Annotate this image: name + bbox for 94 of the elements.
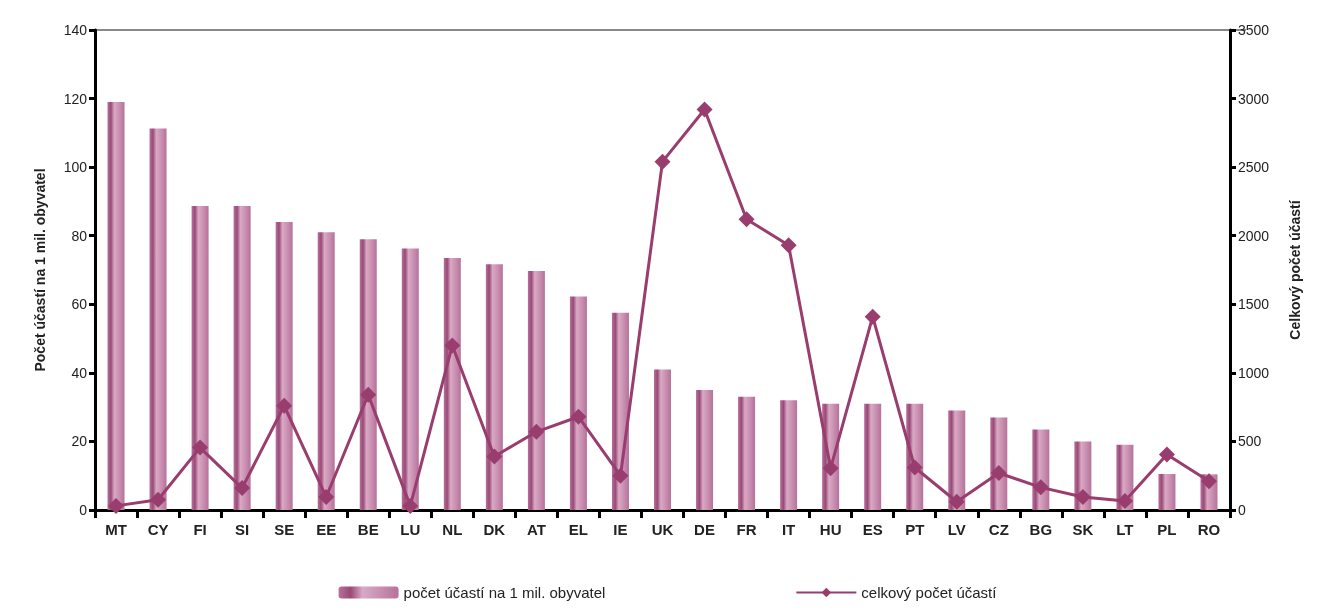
bar <box>738 396 756 510</box>
point <box>402 497 419 514</box>
x-tick-label: SI <box>235 521 250 538</box>
bar <box>948 410 966 510</box>
x-tick-label: DE <box>694 521 715 538</box>
x-tick-label: EL <box>568 521 589 538</box>
y-axis-title: Počet účastí na 1 mil. obyvatel <box>32 168 48 372</box>
x-tick-label: LT <box>1116 521 1134 538</box>
y2-tick-label: 2500 <box>1238 159 1270 176</box>
point <box>150 491 167 508</box>
x-tick-label: LV <box>947 521 966 538</box>
x-tick-label: ES <box>862 521 883 538</box>
point <box>1074 488 1091 505</box>
point <box>444 337 461 354</box>
bar <box>317 232 335 510</box>
y-tick-label: 0 <box>79 502 88 518</box>
point <box>1158 446 1175 463</box>
bar <box>191 205 209 510</box>
point <box>864 308 881 325</box>
point <box>1116 493 1133 510</box>
bar <box>780 400 798 510</box>
point <box>276 397 293 414</box>
y2-tick-label: 3500 <box>1238 22 1270 38</box>
point <box>990 464 1007 481</box>
x-tick-label: BG <box>1029 521 1053 538</box>
point <box>654 153 671 170</box>
x-tick-label: RO <box>1197 521 1221 538</box>
y2-tick-label: 500 <box>1238 433 1262 450</box>
y-tick-label: 40 <box>71 364 88 381</box>
point <box>108 497 125 514</box>
point <box>192 439 209 456</box>
bar <box>990 417 1008 510</box>
x-tick-label: DK <box>483 521 506 538</box>
bar <box>359 239 377 510</box>
x-tick-label: LU <box>400 521 421 538</box>
point <box>486 448 503 465</box>
bar <box>569 296 587 510</box>
x-tick-label: HU <box>819 521 842 538</box>
y2-tick-label: 1000 <box>1238 364 1270 381</box>
y2-tick-label: 0 <box>1238 502 1246 518</box>
y2-tick-label: 1500 <box>1238 296 1270 313</box>
y2-axis-title: Celkový počet účastí <box>1287 199 1303 340</box>
point <box>612 467 629 484</box>
y-tick-label: 140 <box>63 22 88 38</box>
x-tick-label: CZ <box>988 521 1009 538</box>
bar <box>696 390 714 510</box>
y-tick-label: 80 <box>71 227 88 244</box>
legend-label: celkový počet účastí <box>861 584 998 601</box>
x-tick-label: PL <box>1157 521 1177 538</box>
point <box>360 386 377 403</box>
y-tick-label: 20 <box>71 433 88 450</box>
x-tick-label: SE <box>274 521 295 538</box>
point <box>528 423 545 440</box>
point <box>1200 473 1217 490</box>
bar <box>864 403 882 510</box>
y2-tick-label: 2000 <box>1238 227 1270 244</box>
legend-label: počet účastí na 1 mil. obyvatel <box>403 584 606 601</box>
y-tick-label: 100 <box>63 159 88 176</box>
y-tick-label: 60 <box>71 296 88 313</box>
bar <box>527 271 545 510</box>
y2-tick-label: 3000 <box>1238 90 1270 107</box>
x-tick-label: FR <box>736 521 757 538</box>
x-tick-label: UK <box>651 521 674 538</box>
bar <box>485 264 503 510</box>
point <box>570 408 587 425</box>
point <box>738 211 755 228</box>
bar <box>107 102 125 510</box>
bar <box>654 369 671 510</box>
x-tick-label: MT <box>105 521 127 538</box>
x-tick-label: FI <box>193 521 207 538</box>
bar <box>275 222 293 510</box>
point <box>906 459 923 476</box>
point <box>948 493 965 510</box>
x-tick-label: BE <box>357 521 379 538</box>
bar <box>401 248 419 510</box>
x-tick-label: IT <box>781 521 796 538</box>
x-tick-label: AT <box>526 521 546 538</box>
point <box>318 488 335 505</box>
bar <box>443 258 461 510</box>
bar <box>1158 474 1176 510</box>
x-tick-label: SK <box>1072 521 1094 538</box>
x-tick-label: PT <box>905 521 925 538</box>
point <box>234 480 251 497</box>
x-tick-label: EE <box>316 521 337 538</box>
point <box>822 460 839 477</box>
bar <box>233 205 251 510</box>
x-tick-label: CY <box>147 521 169 538</box>
point <box>1032 479 1049 496</box>
point <box>696 101 713 118</box>
point <box>780 237 797 254</box>
x-tick-label: NL <box>442 521 463 538</box>
x-tick-label: IE <box>613 521 628 538</box>
bar <box>149 128 167 510</box>
y-tick-label: 120 <box>63 90 88 107</box>
